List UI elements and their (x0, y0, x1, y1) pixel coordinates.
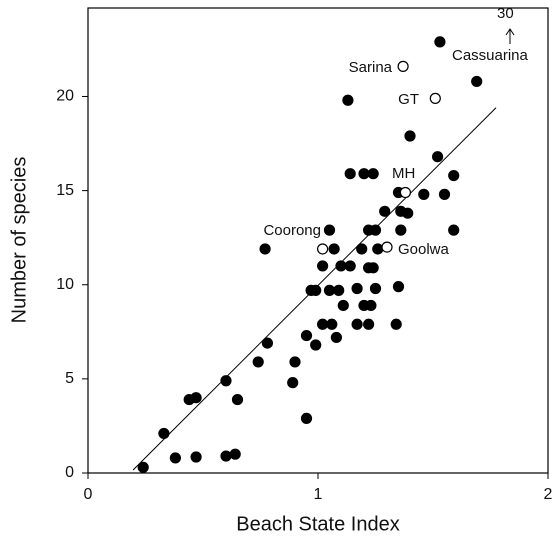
annotation: 30 (497, 5, 514, 22)
point (317, 318, 329, 330)
point (471, 75, 483, 88)
point (418, 188, 430, 200)
point (358, 168, 370, 180)
point (379, 205, 391, 217)
y-tick-label: 20 (56, 88, 74, 105)
point (372, 243, 384, 255)
x-tick-label: 2 (544, 486, 553, 503)
point (220, 375, 232, 387)
arrow-head (505, 28, 515, 36)
x-tick-label: 0 (84, 486, 93, 503)
point (402, 207, 414, 219)
y-tick-label: 10 (56, 276, 74, 293)
point (404, 130, 416, 142)
y-axis-label: Number of species (8, 157, 30, 324)
open-point (399, 186, 411, 199)
point (169, 452, 181, 464)
y-tick-label: 0 (65, 464, 74, 481)
point (351, 318, 363, 330)
point (448, 224, 460, 236)
open-point (381, 241, 393, 253)
point (335, 260, 347, 272)
y-tick-label: 5 (65, 370, 74, 387)
point (310, 339, 322, 351)
point (438, 188, 451, 200)
point (229, 448, 241, 460)
point (323, 284, 336, 296)
open-point (317, 243, 329, 255)
point (356, 243, 368, 255)
point (220, 450, 232, 462)
point (300, 329, 313, 342)
x-axis-label: Beach State Index (236, 513, 399, 535)
point (259, 243, 271, 255)
point (190, 451, 202, 463)
point (434, 36, 446, 48)
y-tick-label: 15 (56, 182, 74, 199)
point (337, 299, 349, 312)
annotation: MH (392, 165, 415, 182)
point (287, 377, 299, 389)
annotation: Sarina (349, 59, 393, 76)
open-point (397, 60, 409, 72)
point (395, 224, 407, 236)
point (369, 224, 382, 236)
point (261, 337, 273, 349)
point (351, 282, 363, 295)
point (448, 169, 460, 182)
point (333, 284, 345, 296)
point (344, 260, 356, 272)
point (328, 243, 340, 255)
point (310, 284, 322, 296)
point (323, 224, 336, 236)
point (344, 168, 356, 180)
point (190, 392, 202, 404)
point (342, 94, 354, 106)
point (365, 299, 377, 312)
point (367, 168, 379, 180)
point (392, 281, 405, 293)
point (252, 356, 264, 368)
annotation: GT (398, 91, 419, 108)
point (317, 260, 329, 272)
point (369, 282, 382, 295)
point (300, 412, 313, 425)
point (330, 331, 342, 344)
annotation: Cassuarina (452, 47, 529, 64)
point (231, 393, 244, 406)
point (390, 318, 402, 330)
point (432, 151, 444, 163)
point (158, 427, 170, 440)
point (289, 356, 301, 368)
annotation: Coorong (263, 222, 321, 239)
point (137, 461, 149, 473)
point (367, 262, 379, 274)
point (326, 318, 338, 330)
annotation: Goolwa (398, 241, 450, 258)
point (363, 318, 375, 330)
x-tick-label: 1 (314, 486, 323, 503)
open-point (429, 92, 441, 104)
